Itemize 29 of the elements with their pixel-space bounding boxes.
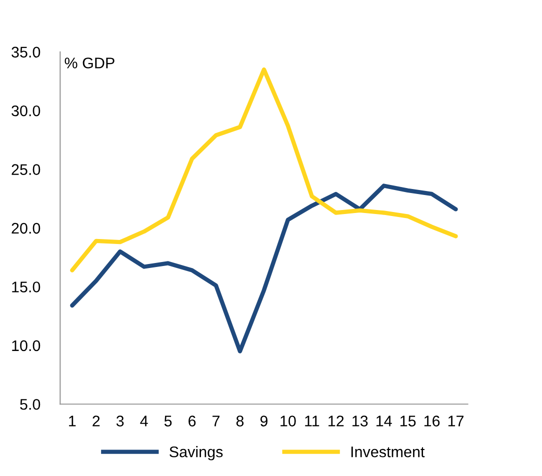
y-tick-label: 15.0 xyxy=(12,282,40,292)
x-tick-label: 14 xyxy=(376,416,392,426)
x-tick-label: 12 xyxy=(328,416,344,426)
y-tick-label: 5.0 xyxy=(20,398,40,410)
x-tick-label: 16 xyxy=(424,416,440,426)
x-tick-label: 4 xyxy=(140,416,148,426)
y-axis-title: % GDP xyxy=(64,58,114,68)
x-tick-label: 5 xyxy=(164,416,172,426)
y-tick-label: 25.0 xyxy=(12,164,40,175)
y-tick-label: 35.0 xyxy=(12,46,40,58)
x-tick-label: 7 xyxy=(212,416,220,426)
legend-label: Investment xyxy=(351,446,425,458)
x-tick-label: 2 xyxy=(92,416,100,426)
line-series xyxy=(70,184,458,354)
y-tick-label: 20.0 xyxy=(12,222,40,234)
line-series xyxy=(70,67,458,272)
x-tick-label: 10 xyxy=(280,416,296,426)
x-tick-label: 9 xyxy=(260,416,268,426)
x-tick-label: 8 xyxy=(236,416,244,426)
x-tick-label: 6 xyxy=(188,416,196,426)
x-tick-label: 17 xyxy=(448,416,464,426)
x-tick-label: 3 xyxy=(116,416,124,426)
x-tick-label: 15 xyxy=(400,416,416,426)
x-tick-label: 1 xyxy=(69,416,76,426)
x-tick-label: 11 xyxy=(305,416,320,426)
x-tick-label: 13 xyxy=(352,416,368,426)
y-tick-label: 30.0 xyxy=(12,105,40,116)
legend-label: Savings xyxy=(170,446,223,460)
y-tick-label: 10.0 xyxy=(12,340,40,352)
